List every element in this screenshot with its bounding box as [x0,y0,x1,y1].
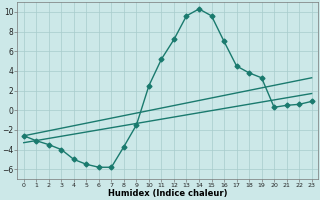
X-axis label: Humidex (Indice chaleur): Humidex (Indice chaleur) [108,189,228,198]
